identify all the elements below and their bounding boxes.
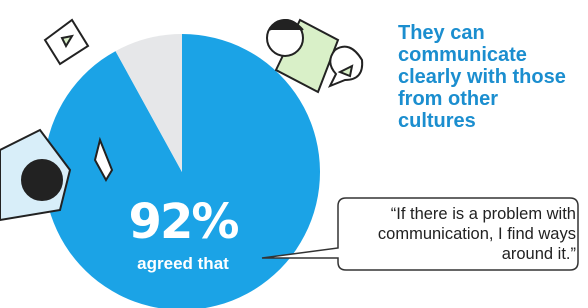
page: {"chart_data": {"type": "pie", "values":… <box>0 0 588 308</box>
figure-hair <box>270 20 303 30</box>
annotation: agreed that <box>108 254 258 274</box>
speech-bubble <box>330 47 362 86</box>
figure-head <box>22 160 62 200</box>
value-label: 92% <box>108 196 258 248</box>
quote: “If there is a problem with communicatio… <box>348 204 576 264</box>
headline: They can communicate clearly with those … <box>398 22 578 132</box>
